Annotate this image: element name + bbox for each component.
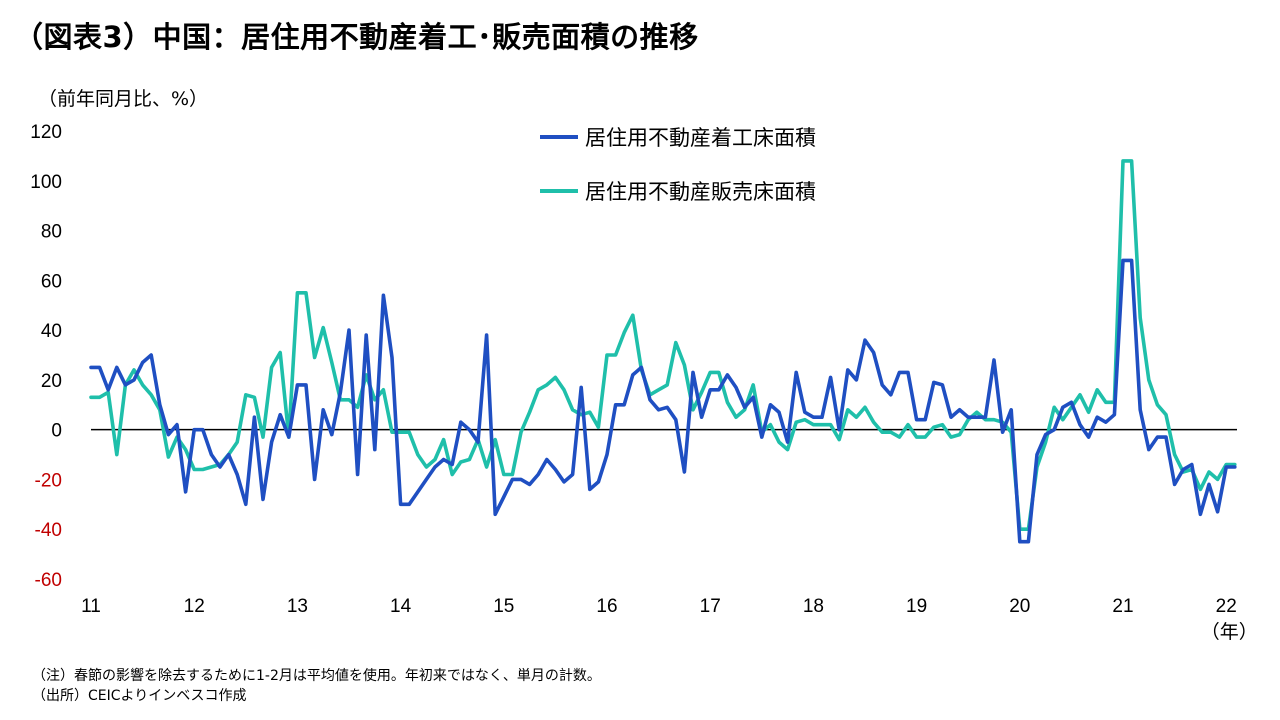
legend-label-starts: 居住用不動産着工床面積 — [585, 126, 816, 150]
x-tick-label: 11 — [81, 596, 101, 617]
x-tick-label: 20 — [1009, 596, 1030, 617]
x-tick-label: 18 — [803, 596, 824, 617]
y-tick-label: 120 — [30, 122, 62, 143]
x-tick-label: 19 — [906, 596, 927, 617]
y-tick-label: 20 — [41, 371, 62, 392]
note-text: （注）春節の影響を除去するために1-2月は平均値を使用。年初来ではなく、単月の計… — [32, 668, 601, 684]
x-tick-label: 16 — [596, 596, 617, 617]
x-tick-label: 21 — [1112, 596, 1133, 617]
x-tick-label: 22 — [1216, 596, 1237, 617]
x-tick-label: 15 — [493, 596, 514, 617]
y-axis-unit-label: （前年同月比、%） — [38, 88, 209, 110]
x-tick-label: 12 — [184, 596, 205, 617]
chart-title: （図表3）中国：居住用不動産着工･販売面積の推移 — [14, 20, 699, 54]
y-tick-label: -20 — [35, 470, 62, 491]
footnotes: （注）春節の影響を除去するために1-2月は平均値を使用。年初来ではなく、単月の計… — [32, 666, 601, 706]
x-tick-label: 13 — [287, 596, 308, 617]
x-tick-label: 17 — [700, 596, 721, 617]
source-text: （出所）CEICよりインベスコ作成 — [32, 688, 247, 704]
y-tick-label: -40 — [35, 520, 62, 541]
y-tick-label: 80 — [41, 222, 62, 243]
y-tick-label: 0 — [51, 421, 62, 442]
y-tick-label: 60 — [41, 271, 62, 292]
y-tick-label: 100 — [30, 172, 62, 193]
series-line-starts — [89, 258, 1237, 544]
legend-label-sales: 居住用不動産販売床面積 — [585, 180, 816, 204]
x-axis-unit-label: （年） — [1201, 621, 1258, 643]
y-axis-ticks: 120 100 80 60 40 20 0 -20 -40 -60 — [30, 122, 62, 591]
x-tick-label: 14 — [390, 596, 412, 617]
y-tick-label: -60 — [35, 570, 62, 591]
series-lines — [89, 159, 1237, 544]
x-axis-ticks: 11 12 13 14 15 16 17 18 19 20 21 22 — [81, 596, 1237, 617]
y-tick-label: 40 — [41, 321, 62, 342]
series-line-sales — [89, 159, 1237, 532]
